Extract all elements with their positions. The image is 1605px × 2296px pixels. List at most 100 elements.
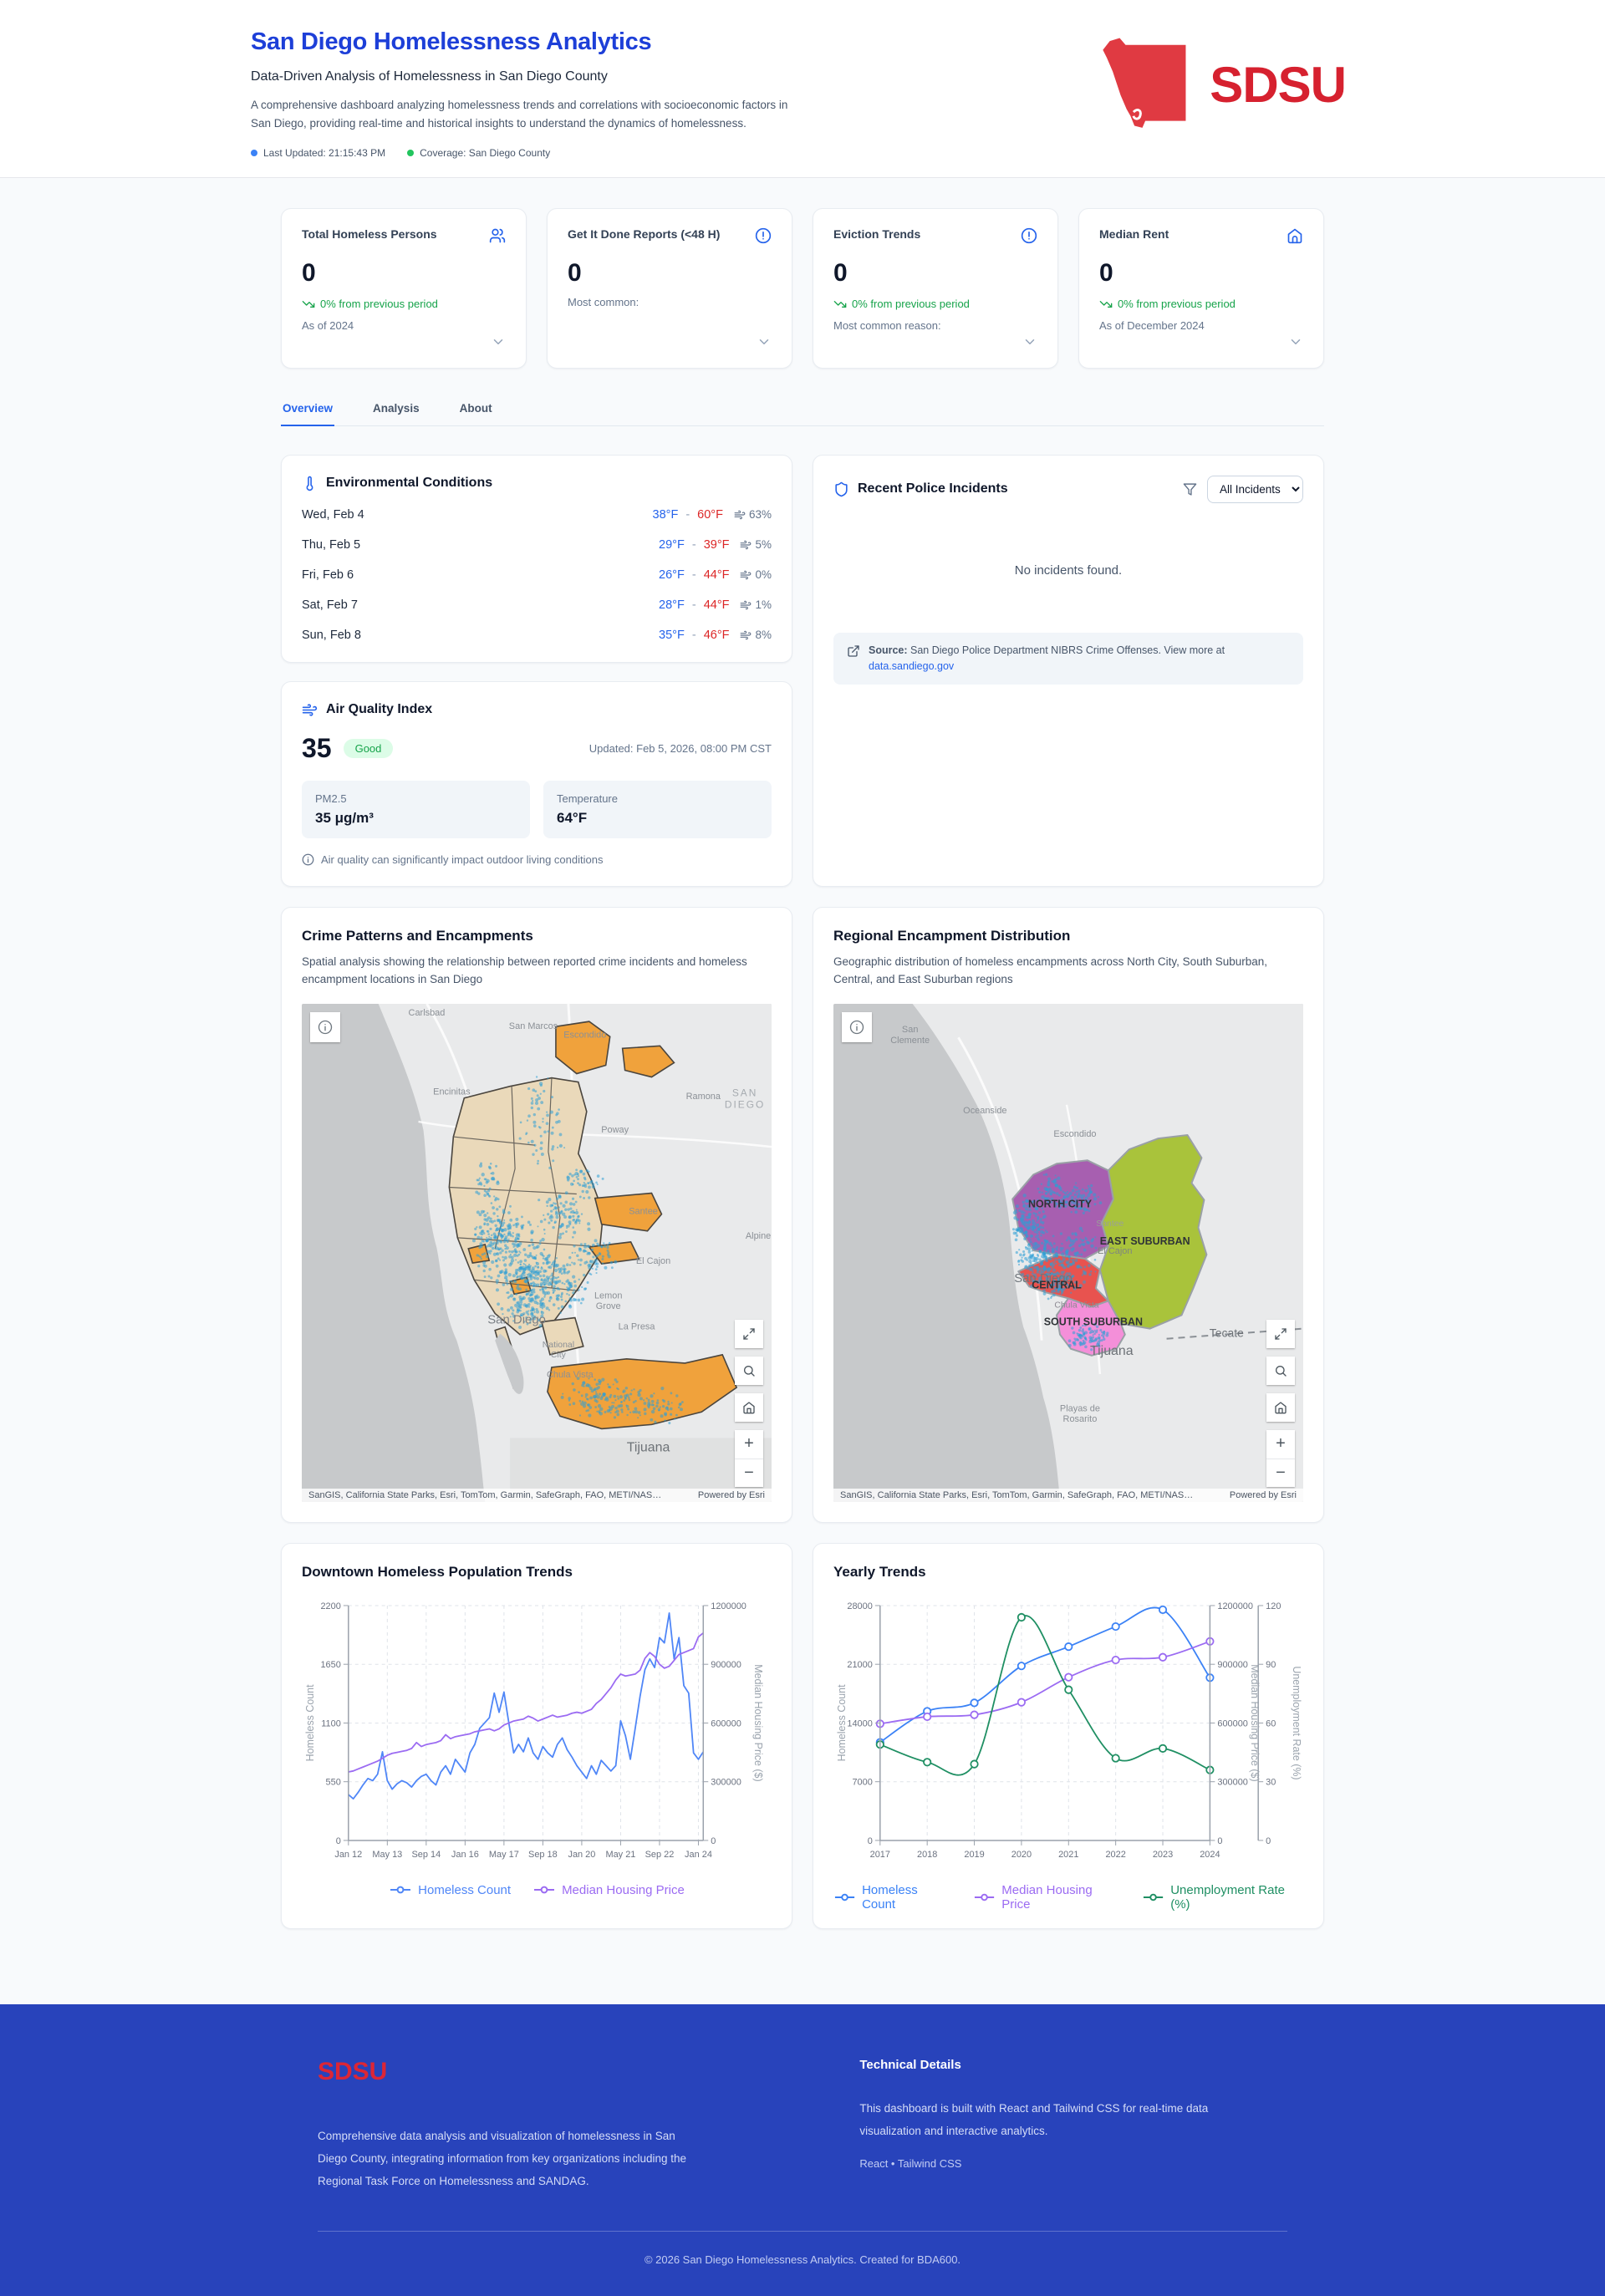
legend-item[interactable]: Median Housing Price [973, 1883, 1120, 1912]
map-info-button[interactable] [310, 1011, 340, 1042]
svg-text:900000: 900000 [711, 1660, 741, 1670]
svg-text:1200000: 1200000 [1217, 1601, 1253, 1611]
coverage: Coverage: San Diego County [407, 147, 550, 159]
trending-down-icon [302, 300, 315, 308]
svg-text:May 21: May 21 [605, 1850, 635, 1860]
svg-text:0: 0 [1266, 1836, 1271, 1846]
san-diego-county-shape-icon [1103, 38, 1186, 128]
map-expand-button[interactable] [735, 1319, 763, 1348]
green-dot-icon [407, 149, 415, 156]
wind-icon [741, 570, 752, 579]
legend-item[interactable]: Unemployment Rate (%) [1142, 1883, 1303, 1912]
stat-value: 0 [302, 258, 316, 287]
svg-text:550: 550 [326, 1777, 341, 1787]
no-incidents-message: No incidents found. [1014, 563, 1123, 578]
downtown-trends-card: Downtown Homeless Population Trends 0 550… [281, 1542, 792, 1929]
tab-about[interactable]: About [459, 401, 492, 415]
expand-icon [1275, 1328, 1287, 1340]
tab-analysis[interactable]: Analysis [373, 401, 420, 415]
svg-text:Santee: Santee [1096, 1218, 1124, 1228]
footer-tech-col: Technical Details This dashboard is buil… [859, 2058, 1287, 2192]
zoom-out-button[interactable]: − [1266, 1458, 1295, 1487]
weather-row: Fri, Feb 6 26°F - 44°F 0% [302, 568, 772, 582]
crime-map-card: Crime Patterns and Encampments Spatial a… [281, 906, 792, 1523]
zoom-in-button[interactable]: + [1276, 1434, 1286, 1453]
map-expand-button[interactable] [1266, 1319, 1295, 1348]
map-home-button[interactable] [735, 1392, 763, 1422]
svg-text:Encinitas: Encinitas [433, 1087, 471, 1097]
svg-text:600000: 600000 [1217, 1718, 1248, 1728]
header-meta: Last Updated: 21:15:43 PM Coverage: San … [251, 147, 811, 159]
map-attribution: SanGIS, California State Parks, Esri, To… [302, 1488, 772, 1502]
svg-text:Ramona: Ramona [686, 1091, 721, 1101]
yearly-trends-chart: 0 7000 14000 21000 28000 2017 2018 2019 2020 2021… [836, 1601, 1302, 1860]
stat-value: 0 [1099, 258, 1113, 287]
regional-map[interactable]: San Clemente Oceanside Escondido Santee El Ca… [833, 1003, 1303, 1502]
crime-map[interactable]: Carlsbad San Marcos Escondido Encinitas Ramo… [302, 1003, 772, 1502]
svg-text:Tijuana: Tijuana [1090, 1342, 1134, 1357]
map-home-button[interactable] [1266, 1392, 1295, 1422]
environmental-conditions-card: Environmental Conditions Wed, Feb 4 38°F… [281, 454, 792, 663]
powered-by-esri: Powered by Esri [697, 1489, 765, 1500]
incident-filter-select[interactable]: All Incidents [1207, 475, 1303, 503]
stat-title: Get It Done Reports (<48 H) [568, 227, 721, 241]
chevron-down-icon[interactable] [757, 334, 772, 349]
trending-down-icon [833, 300, 847, 308]
temperature-box: Temperature 64°F [543, 780, 772, 838]
svg-text:2022: 2022 [1105, 1850, 1125, 1860]
shield-icon [833, 481, 849, 497]
legend-item[interactable]: Median Housing Price [532, 1883, 685, 1897]
svg-text:Sep 14: Sep 14 [411, 1850, 441, 1860]
map-search-button[interactable] [1266, 1356, 1295, 1385]
footer-tech-title: Technical Details [859, 2057, 961, 2072]
stat-note: Most common: [568, 295, 639, 308]
users-icon [489, 227, 506, 244]
stat-card-total-homeless: Total Homeless Persons 0 0% from previou… [281, 207, 527, 369]
police-incidents-card: Recent Police Incidents All Incidents No… [813, 454, 1324, 887]
svg-text:Escondido: Escondido [563, 1030, 606, 1040]
incidents-source-box: Source: San Diego Police Department NIBR… [833, 632, 1303, 685]
crime-map-labels: Carlsbad San Marcos Escondido Encinitas Ramo… [409, 1008, 772, 1455]
wind-icon [734, 510, 746, 519]
legend-item[interactable]: Homeless Count [389, 1883, 511, 1897]
svg-text:Escondido: Escondido [1053, 1129, 1096, 1139]
regional-map-labels: San Clemente Oceanside Escondido Santee El Ca… [890, 1025, 1244, 1424]
svg-text:Tecate: Tecate [1210, 1326, 1244, 1339]
weather-row: Sat, Feb 7 28°F - 44°F 1% [302, 598, 772, 612]
page-subtitle: Data-Driven Analysis of Homelessness in … [251, 69, 608, 84]
tab-overview[interactable]: Overview [281, 394, 335, 426]
crime-dots-layer [471, 1075, 684, 1424]
legend-item[interactable]: Homeless Count [833, 1883, 951, 1912]
chevron-down-icon[interactable] [1022, 334, 1037, 349]
zoom-out-button[interactable]: − [735, 1458, 763, 1487]
source-link[interactable]: data.sandiego.gov [869, 659, 955, 672]
footer-divider [318, 2230, 1287, 2232]
svg-text:San Diego: San Diego [1014, 1271, 1073, 1285]
svg-text:San Diego: San Diego [487, 1312, 546, 1326]
svg-text:Chula Vista: Chula Vista [1054, 1300, 1098, 1310]
stat-title: Eviction Trends [833, 227, 921, 241]
svg-text:2021: 2021 [1058, 1850, 1078, 1860]
weather-row: Sun, Feb 8 35°F - 46°F 8% [302, 628, 772, 642]
stat-card-median-rent: Median Rent 0 0% from previous period As… [1078, 207, 1324, 369]
sdsu-logo: SDSU [1081, 35, 1347, 134]
zoom-in-button[interactable]: + [744, 1434, 754, 1453]
stats-grid: Total Homeless Persons 0 0% from previou… [281, 207, 1324, 369]
chevron-down-icon[interactable] [491, 334, 506, 349]
svg-text:2023: 2023 [1153, 1850, 1173, 1860]
svg-text:900000: 900000 [1217, 1660, 1248, 1670]
home-icon [743, 1402, 755, 1414]
svg-text:600000: 600000 [711, 1718, 741, 1728]
svg-text:1200000: 1200000 [711, 1601, 746, 1611]
alert-circle-icon [1021, 227, 1037, 244]
chevron-down-icon[interactable] [1288, 334, 1303, 349]
map-info-button[interactable] [842, 1011, 872, 1042]
svg-text:0: 0 [336, 1836, 341, 1846]
svg-text:14000: 14000 [847, 1718, 872, 1728]
stat-change: 0% from previous period [1099, 298, 1303, 311]
expand-icon [743, 1328, 755, 1340]
chart-title: Yearly Trends [833, 1563, 926, 1580]
map-search-button[interactable] [735, 1356, 763, 1385]
